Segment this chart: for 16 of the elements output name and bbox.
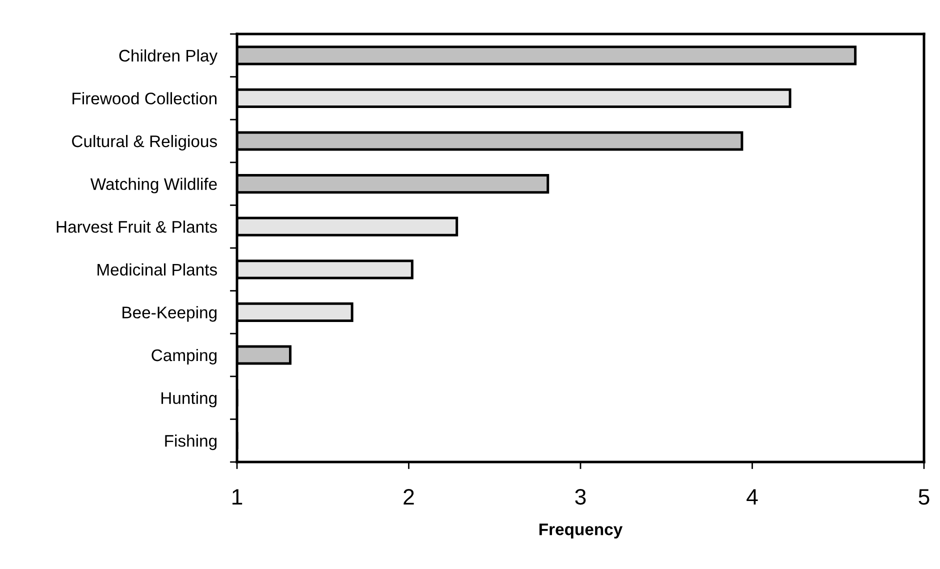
x-tick-label: 1	[232, 489, 242, 504]
x-axis-title: Frequency	[539, 524, 623, 539]
y-tick-label: Medicinal Plants	[98, 263, 217, 276]
y-tick-label: Hunting	[161, 392, 216, 408]
x-tick-label: 4	[746, 489, 758, 504]
y-tick-label: Children Play	[119, 49, 218, 65]
y-tick-label: Harvest Fruit & Plants	[56, 220, 217, 233]
y-tick-label: Cultural & Religious	[72, 134, 217, 150]
y-tick-label: Watching Wildlife	[90, 178, 217, 194]
y-tick-label: Camping	[152, 348, 216, 364]
x-tick-label: 2	[404, 488, 414, 504]
x-tick-label: 3	[575, 488, 586, 505]
x-tick-label: 5	[918, 489, 930, 505]
y-tick-label: Bee-Keeping	[122, 306, 216, 322]
y-tick-label: Firewood Collection	[72, 92, 216, 104]
y-tick-label: Fishing	[165, 434, 216, 450]
